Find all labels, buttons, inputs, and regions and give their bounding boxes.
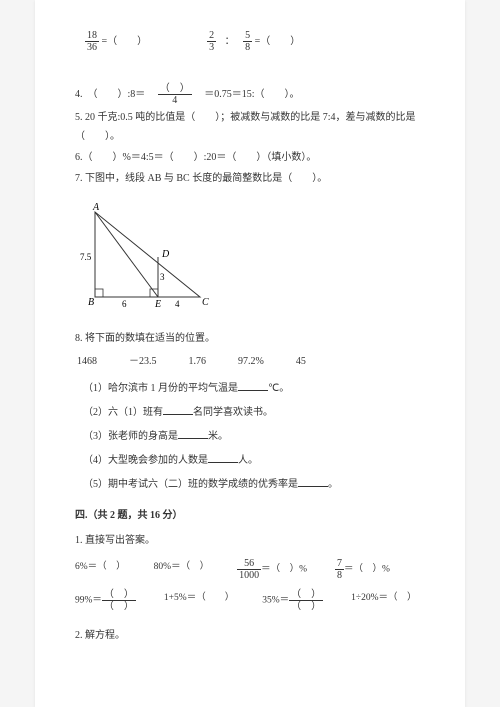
q4-text-pre: 4. （ ）:8＝ (75, 89, 155, 100)
calc-7-8: 7 8 ＝（ ）% (335, 558, 390, 581)
q8-item-3: （3）张老师的身高是 米。 (83, 427, 425, 446)
denominator: 36 (85, 42, 99, 53)
fill-blank (208, 452, 238, 463)
q8-item-2: （2）六（1）班有 名同学喜欢读书。 (83, 403, 425, 422)
colon: ： (219, 36, 241, 47)
label-D: D (161, 249, 170, 260)
numerator-blank: （ ） (158, 83, 192, 95)
numerator: 2 (207, 30, 216, 42)
q8-item-1: （1）哈尔滨市 1 月份的平均气温是 ℃。 (83, 379, 425, 398)
num-1468: 1468 (77, 352, 97, 371)
num-neg23-5: －23.5 (129, 352, 157, 371)
fraction-blank: （ ） （ ） (102, 589, 136, 612)
calc-80pct: 80%＝（ ） (154, 558, 209, 581)
q4-text-post: ＝0.75＝15:（ ）。 (194, 89, 299, 100)
question-5: 5. 20 千克:0.5 吨的比值是（ ）；被减数与减数的比是 7:4，差与减数… (75, 108, 425, 146)
fraction-blank: （ ） （ ） (289, 589, 323, 612)
fraction: 7 8 (335, 558, 344, 581)
num-1-76: 1.76 (189, 352, 207, 371)
q8-number-list: 1468 －23.5 1.76 97.2% 45 (77, 352, 425, 371)
fraction-18-36: 18 36 (85, 30, 99, 53)
fill-blank (238, 380, 268, 391)
calc-6pct: 6%＝（ ） (75, 558, 126, 581)
label-A: A (92, 202, 100, 213)
num-97-2pct: 97.2% (238, 352, 264, 371)
fraction-equations-row: 18 36 =（ ） 2 3 ： 5 8 =（ ） (75, 30, 425, 53)
fraction-5-8: 5 8 (243, 30, 252, 53)
tail: ＝（ ）% (344, 565, 390, 575)
equals-blank: =（ ） (102, 36, 148, 47)
num-45: 45 (296, 352, 306, 371)
unit: 人。 (238, 455, 258, 466)
unit: 名同学喜欢读书。 (193, 407, 273, 418)
fill-blank (178, 428, 208, 439)
numerator: 5 (243, 30, 252, 42)
q8-item-5: （5）期中考试六（二）班的数学成绩的优秀率是 。 (83, 475, 425, 494)
label-7-5: 7.5 (80, 252, 92, 262)
denominator: 1000 (237, 570, 261, 581)
tail: ＝（ ）% (261, 565, 307, 575)
label-6: 6 (122, 299, 127, 309)
q8-item-4: （4）大型晚会参加的人数是 人。 (83, 451, 425, 470)
calc-row-2: 99%＝ （ ） （ ） 1+5%＝（ ） 35%＝ （ ） （ ） 1÷20%… (75, 589, 425, 612)
text: （2）六（1）班有 (83, 407, 163, 418)
label-4: 4 (175, 299, 180, 309)
numerator: 7 (335, 558, 344, 570)
text: （5）期中考试六（二）班的数学成绩的优秀率是 (83, 479, 298, 490)
text: （1）哈尔滨市 1 月份的平均气温是 (83, 383, 238, 394)
numerator: 56 (237, 558, 261, 570)
unit: ℃。 (268, 383, 289, 394)
q8-items: （1）哈尔滨市 1 月份的平均气温是 ℃。 （2）六（1）班有 名同学喜欢读书。 （… (75, 379, 425, 494)
question-6: 6.（ ）%＝4:5＝（ ）:20＝（ ）（填小数）。 (75, 148, 425, 167)
equals-blank: =（ ） (255, 36, 301, 47)
calc-35pct: 35%＝ （ ） （ ） (262, 589, 323, 612)
fill-blank (298, 476, 328, 487)
calc-row-1: 6%＝（ ） 80%＝（ ） 56 1000 ＝（ ）% 7 8 ＝（ ）% (75, 558, 425, 581)
eq-2: 2 3 ： 5 8 =（ ） (207, 30, 300, 53)
label-3: 3 (160, 272, 165, 282)
question-8-title: 8. 将下面的数填在适当的位置。 (75, 329, 425, 348)
triangle-figure: A B C D E 7.5 3 6 4 (80, 202, 425, 319)
label-B: B (88, 297, 94, 308)
label-C: C (202, 297, 209, 308)
fill-blank (163, 404, 193, 415)
fraction-2-3: 2 3 (207, 30, 216, 53)
pre: 99%＝ (75, 596, 102, 606)
denominator: 8 (243, 42, 252, 53)
numerator-blank: （ ） (289, 589, 323, 601)
q4-fraction: （ ） 4 (158, 83, 192, 106)
question-7: 7. 下图中，线段 AB 与 BC 长度的最简整数比是（ ）。 (75, 169, 425, 188)
denominator-blank: （ ） (289, 601, 323, 612)
calc-99pct: 99%＝ （ ） （ ） (75, 589, 136, 612)
unit: 米。 (208, 431, 228, 442)
eq-1: 18 36 =（ ） (85, 30, 147, 53)
denominator: 4 (158, 95, 192, 106)
solve-equations: 2. 解方程。 (75, 626, 425, 645)
question-4: 4. （ ）:8＝ （ ） 4 ＝0.75＝15:（ ）。 (75, 83, 425, 106)
fraction: 56 1000 (237, 558, 261, 581)
calc-56-1000: 56 1000 ＝（ ）% (237, 558, 307, 581)
numerator: 18 (85, 30, 99, 42)
pre: 35%＝ (262, 596, 289, 606)
text: （4）大型晚会参加的人数是 (83, 455, 208, 466)
label-E: E (154, 299, 161, 310)
calc-title: 1. 直接写出答案。 (75, 531, 425, 550)
denominator: 8 (335, 570, 344, 581)
denominator-blank: （ ） (102, 601, 136, 612)
calc-1div20pct: 1÷20%＝（ ） (351, 589, 416, 612)
section-4-header: 四.（共 2 题，共 16 分） (75, 506, 425, 525)
calc-1plus5pct: 1+5%＝（ ） (164, 589, 234, 612)
text: （3）张老师的身高是 (83, 431, 178, 442)
unit: 。 (328, 479, 338, 490)
numerator-blank: （ ） (102, 589, 136, 601)
triangle-svg: A B C D E 7.5 3 6 4 (80, 202, 210, 312)
denominator: 3 (207, 42, 216, 53)
